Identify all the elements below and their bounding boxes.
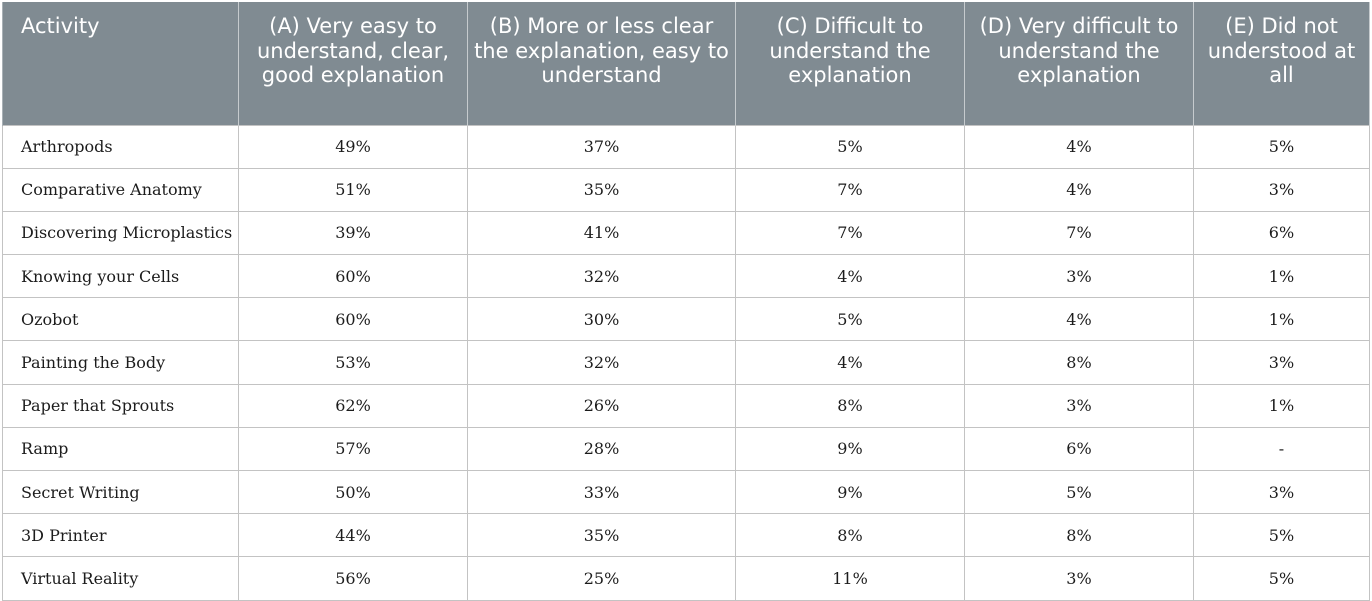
table-body: Arthropods 49% 37% 5% 4% 5% Comparative Anatom… <box>2 124 1370 601</box>
cell-a: 62% <box>238 383 468 428</box>
header-a: (A) Very easy to understand, clear, good… <box>238 2 468 125</box>
cell-a: 56% <box>238 556 468 601</box>
table-row: Discovering Microplastics 39% 41% 7% 7% 6% <box>2 210 1370 256</box>
cell-a: 57% <box>238 426 468 472</box>
cell-activity: Knowing your Cells <box>2 254 239 299</box>
cell-activity: Paper that Sprouts <box>2 383 239 428</box>
table-row: Ozobot 60% 30% 5% 4% 1% <box>2 297 1370 342</box>
cell-e: - <box>1193 426 1370 472</box>
cell-d: 6% <box>964 426 1194 472</box>
cell-activity: Discovering Microplastics <box>2 210 239 256</box>
header-activity: Activity <box>2 2 239 125</box>
table-row: Ramp 57% 28% 9% 6% - <box>2 426 1370 472</box>
cell-c: 4% <box>735 254 965 299</box>
cell-a: 44% <box>238 513 468 558</box>
cell-d: 3% <box>964 556 1194 601</box>
cell-b: 28% <box>467 426 736 472</box>
cell-a: 39% <box>238 210 468 256</box>
header-e: (E) Did not understood at all <box>1193 2 1370 125</box>
cell-c: 11% <box>735 556 965 601</box>
cell-b: 41% <box>467 210 736 256</box>
table-row: Virtual Reality 56% 25% 11% 3% 5% <box>2 556 1370 601</box>
cell-b: 32% <box>467 340 736 385</box>
cell-c: 5% <box>735 124 965 169</box>
cell-a: 53% <box>238 340 468 385</box>
cell-e: 5% <box>1193 556 1370 601</box>
cell-d: 4% <box>964 167 1194 212</box>
header-b: (B) More or less clear the explanation, … <box>467 2 736 125</box>
cell-e: 3% <box>1193 340 1370 385</box>
cell-activity: Painting the Body <box>2 340 239 385</box>
cell-b: 35% <box>467 167 736 212</box>
header-row: Activity (A) Very easy to understand, cl… <box>2 2 1370 125</box>
cell-a: 60% <box>238 297 468 342</box>
cell-a: 60% <box>238 254 468 299</box>
cell-d: 8% <box>964 340 1194 385</box>
cell-d: 7% <box>964 210 1194 256</box>
cell-e: 6% <box>1193 210 1370 256</box>
cell-c: 9% <box>735 469 965 515</box>
cell-d: 3% <box>964 383 1194 428</box>
cell-e: 3% <box>1193 167 1370 212</box>
cell-e: 1% <box>1193 383 1370 428</box>
cell-e: 5% <box>1193 513 1370 558</box>
cell-b: 33% <box>467 469 736 515</box>
cell-e: 1% <box>1193 254 1370 299</box>
cell-c: 8% <box>735 383 965 428</box>
cell-activity: Arthropods <box>2 124 239 169</box>
cell-activity: Ozobot <box>2 297 239 342</box>
table-row: Knowing your Cells 60% 32% 4% 3% 1% <box>2 254 1370 299</box>
cell-b: 30% <box>467 297 736 342</box>
cell-e: 5% <box>1193 124 1370 169</box>
table-row: Paper that Sprouts 62% 26% 8% 3% 1% <box>2 383 1370 428</box>
cell-b: 37% <box>467 124 736 169</box>
cell-d: 4% <box>964 297 1194 342</box>
cell-d: 3% <box>964 254 1194 299</box>
cell-c: 7% <box>735 210 965 256</box>
table-row: 3D Printer 44% 35% 8% 8% 5% <box>2 513 1370 558</box>
cell-e: 1% <box>1193 297 1370 342</box>
cell-c: 9% <box>735 426 965 472</box>
cell-activity: 3D Printer <box>2 513 239 558</box>
header-d: (D) Very difficult to understand the exp… <box>964 2 1194 125</box>
cell-b: 26% <box>467 383 736 428</box>
table-row: Painting the Body 53% 32% 4% 8% 3% <box>2 340 1370 385</box>
cell-activity: Secret Writing <box>2 469 239 515</box>
table-row: Comparative Anatomy 51% 35% 7% 4% 3% <box>2 167 1370 212</box>
cell-d: 4% <box>964 124 1194 169</box>
cell-b: 25% <box>467 556 736 601</box>
table-row: Secret Writing 50% 33% 9% 5% 3% <box>2 469 1370 515</box>
cell-activity: Ramp <box>2 426 239 472</box>
cell-a: 51% <box>238 167 468 212</box>
cell-c: 5% <box>735 297 965 342</box>
cell-d: 5% <box>964 469 1194 515</box>
cell-a: 49% <box>238 124 468 169</box>
header-c: (C) Difficult to understand the explanat… <box>735 2 965 125</box>
cell-activity: Comparative Anatomy <box>2 167 239 212</box>
cell-c: 7% <box>735 167 965 212</box>
cell-c: 4% <box>735 340 965 385</box>
cell-b: 35% <box>467 513 736 558</box>
cell-e: 3% <box>1193 469 1370 515</box>
cell-a: 50% <box>238 469 468 515</box>
cell-d: 8% <box>964 513 1194 558</box>
cell-b: 32% <box>467 254 736 299</box>
cell-c: 8% <box>735 513 965 558</box>
cell-activity: Virtual Reality <box>2 556 239 601</box>
table-row: Arthropods 49% 37% 5% 4% 5% <box>2 124 1370 169</box>
